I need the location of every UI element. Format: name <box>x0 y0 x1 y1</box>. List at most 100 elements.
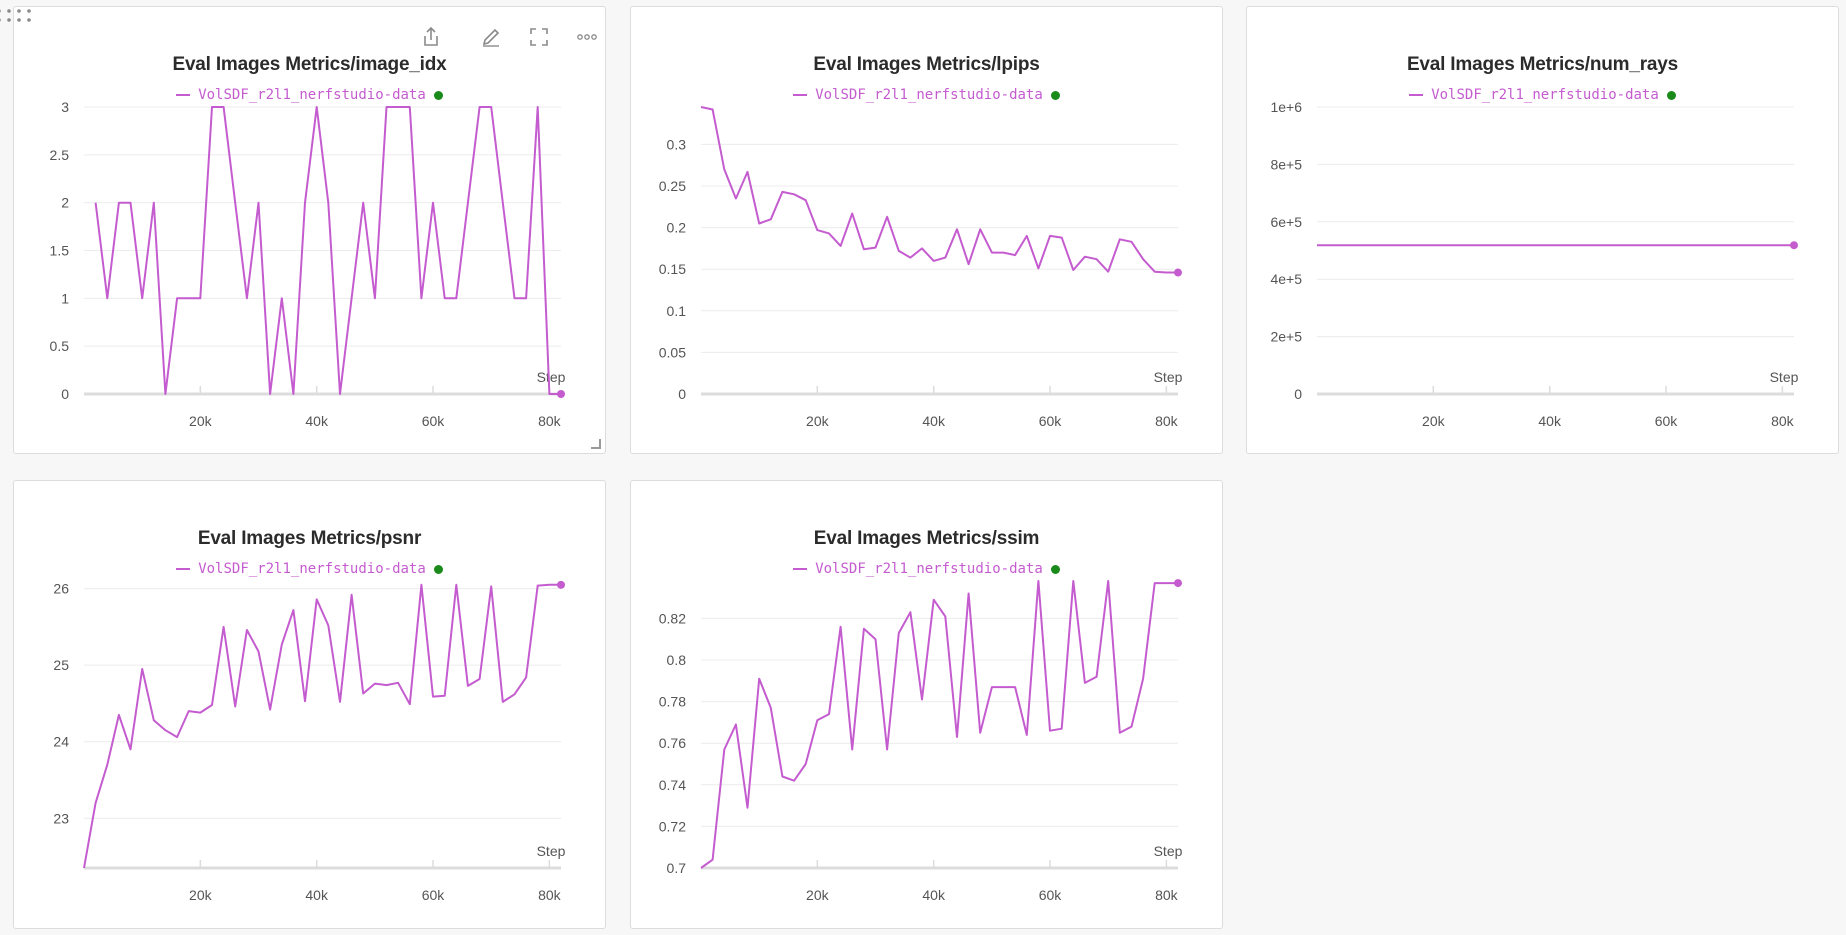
series-line[interactable] <box>94 106 561 395</box>
data-point <box>1118 237 1122 241</box>
x-tick-label: 20k <box>1422 413 1446 429</box>
y-tick-label: 0 <box>1294 386 1302 402</box>
data-point <box>163 392 167 396</box>
x-tick-label: 60k <box>1039 887 1063 903</box>
data-point <box>350 296 354 300</box>
fullscreen-icon[interactable] <box>527 25 551 49</box>
y-tick-label: 0.1 <box>667 303 687 319</box>
data-point <box>1013 253 1017 257</box>
legend-series-name[interactable]: VolSDF_r2l1_nerfstudio-data <box>198 87 426 103</box>
data-point <box>501 700 505 704</box>
legend-series-name[interactable]: VolSDF_r2l1_nerfstudio-data <box>815 561 1043 577</box>
x-tick-label: 80k <box>538 413 562 429</box>
y-tick-label: 4e+5 <box>1270 271 1302 287</box>
data-point <box>839 625 843 629</box>
x-axis-label: Step <box>537 843 566 859</box>
edit-icon[interactable] <box>479 25 503 49</box>
data-point <box>291 392 295 396</box>
data-point <box>699 866 703 870</box>
series-line[interactable] <box>83 583 561 869</box>
data-point <box>967 591 971 595</box>
data-point <box>431 695 435 699</box>
y-tick-label: 23 <box>53 810 69 826</box>
data-point <box>920 246 924 250</box>
data-point <box>140 667 144 671</box>
drag-handle-icon[interactable] <box>0 7 33 25</box>
data-point <box>1315 243 1319 247</box>
series-line[interactable] <box>700 106 1178 274</box>
y-tick-label: 0 <box>678 386 686 402</box>
legend-line-icon <box>793 568 808 570</box>
data-point <box>489 584 493 588</box>
data-point <box>384 683 388 687</box>
data-point <box>1153 581 1157 585</box>
y-tick-label: 0.3 <box>667 136 687 152</box>
chart-panel-num-rays: 0 2e+5 4e+5 6e+5 8e+5 1e+6 20k 40k 60k 80k Step Eva… <box>1246 6 1839 454</box>
chart-legend: VolSDF_r2l1_nerfstudio-data <box>14 561 605 577</box>
data-point <box>1164 271 1168 275</box>
chart-panel-lpips: 0 0.05 0.1 0.15 0.2 0.25 0.3 20k 40k 60k 80k Step Ev… <box>630 6 1223 454</box>
last-point-marker <box>557 390 565 398</box>
data-point <box>257 649 261 653</box>
resize-handle-icon[interactable] <box>591 439 601 449</box>
y-tick-label: 2e+5 <box>1270 329 1302 345</box>
chart-title: Eval Images Metrics/num_rays <box>1406 54 1679 75</box>
data-point <box>943 614 947 618</box>
data-point <box>1001 685 1005 689</box>
y-tick-label: 0.76 <box>659 735 686 751</box>
legend-series-name[interactable]: VolSDF_r2l1_nerfstudio-data <box>815 87 1043 103</box>
legend-series-name[interactable]: VolSDF_r2l1_nerfstudio-data <box>198 561 426 577</box>
chart-panel-image-idx: 0 0.5 1 1.5 2 2.5 3 20k 40k 60k 80k Step Eval Images… <box>0 6 606 454</box>
y-tick-label: 0.78 <box>659 694 686 710</box>
data-point <box>780 190 784 194</box>
y-tick-label: 2 <box>61 195 69 211</box>
data-point <box>1036 266 1040 270</box>
last-point-marker <box>557 580 565 589</box>
y-tick-label: 26 <box>53 581 69 597</box>
data-point <box>850 747 854 751</box>
data-point <box>874 246 878 250</box>
x-axis-label: Step <box>1154 843 1183 859</box>
data-point <box>990 685 994 689</box>
data-point <box>908 256 912 260</box>
data-point <box>524 675 528 679</box>
data-point <box>280 296 284 300</box>
data-point <box>699 105 703 109</box>
data-point <box>547 583 551 587</box>
data-point <box>129 201 133 205</box>
data-point <box>1025 733 1029 737</box>
data-point <box>1095 675 1099 679</box>
data-point <box>827 712 831 716</box>
x-tick-label: 40k <box>1538 413 1562 429</box>
y-tick-label: 1.5 <box>50 243 70 259</box>
data-point <box>94 801 98 805</box>
legend-series-name[interactable]: VolSDF_r2l1_nerfstudio-data <box>1431 87 1659 103</box>
data-point <box>1083 681 1087 685</box>
more-icon[interactable] <box>575 25 599 49</box>
data-point <box>1164 581 1168 585</box>
data-point <box>1129 725 1133 729</box>
data-point <box>326 201 330 205</box>
data-point <box>885 215 889 219</box>
data-point <box>222 625 226 629</box>
x-tick-label: 60k <box>1655 413 1679 429</box>
share-icon[interactable] <box>419 25 443 49</box>
y-tick-label: 0.25 <box>659 178 686 194</box>
data-point <box>827 231 831 235</box>
chart-legend: VolSDF_r2l1_nerfstudio-data <box>631 87 1222 103</box>
data-point <box>129 747 133 751</box>
data-point <box>862 247 866 251</box>
data-point <box>792 779 796 783</box>
data-point <box>419 583 423 587</box>
status-dot-icon <box>1666 90 1676 100</box>
data-point <box>187 709 191 713</box>
data-point <box>815 718 819 722</box>
data-point <box>792 192 796 196</box>
data-point <box>373 296 377 300</box>
data-point <box>233 705 237 709</box>
data-point <box>897 249 901 253</box>
series-line[interactable] <box>700 580 1178 869</box>
data-point <box>1001 251 1005 255</box>
x-tick-label: 80k <box>1155 413 1179 429</box>
data-point <box>1060 727 1064 731</box>
